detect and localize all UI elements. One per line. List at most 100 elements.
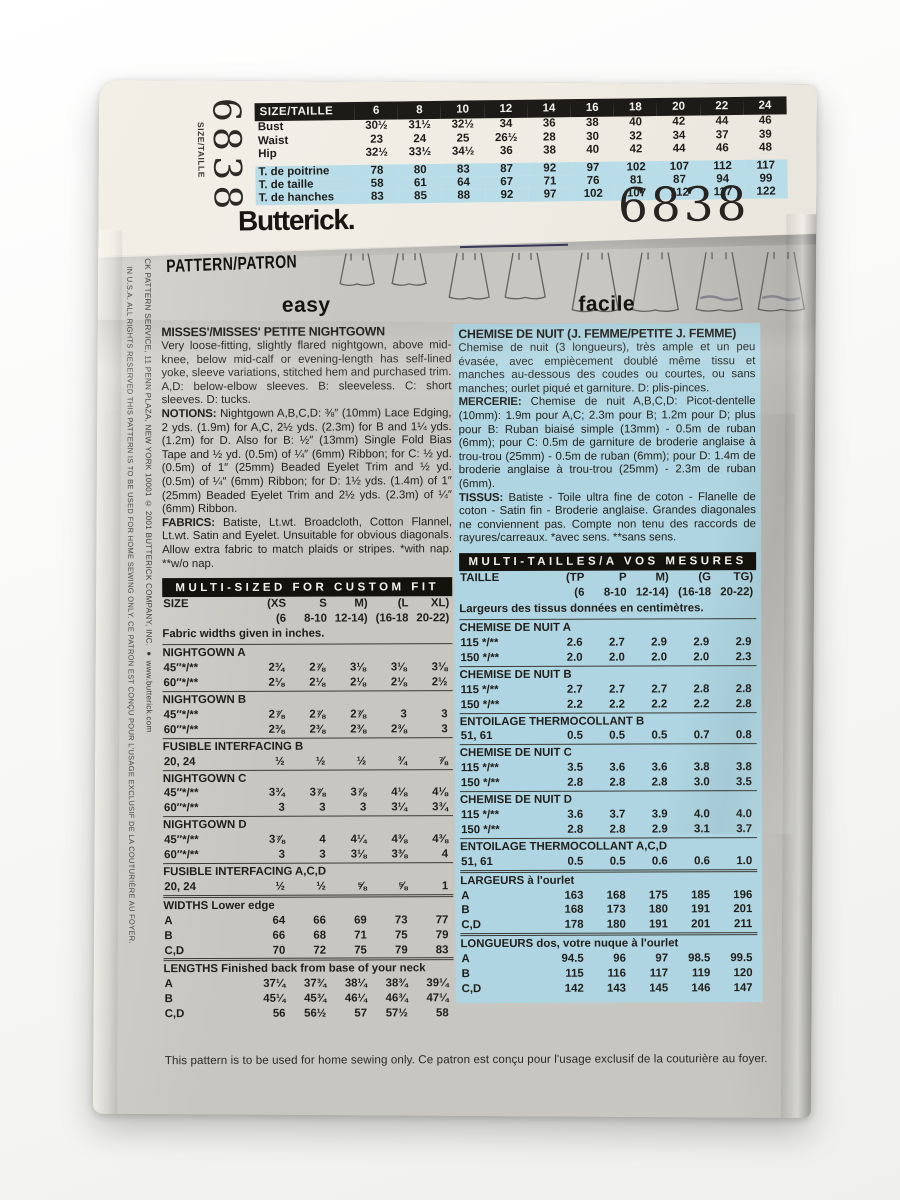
table-cell: 4⅜: [432, 833, 449, 846]
table-cell: 58: [435, 1007, 449, 1020]
table-cell: 32½: [365, 146, 389, 159]
table-cell: 75: [394, 928, 408, 941]
table-cell: 3: [319, 848, 326, 861]
table-cell: A: [164, 978, 173, 991]
table-cell: C,D: [461, 919, 482, 932]
english-fabrics: FABRICS: Batiste, Lt.wt. Broadcloth, Cot…: [162, 516, 452, 571]
paper-crease: [97, 319, 816, 415]
table-cell: 25: [456, 132, 470, 145]
table-cell: [162, 611, 248, 626]
table-cell: 117: [649, 967, 669, 980]
table-cell: SIZE: [163, 597, 189, 610]
table-cell: 6: [355, 101, 398, 119]
table-cell: 37¼: [263, 978, 286, 991]
table-cell: T. de hanches: [256, 191, 356, 205]
table-cell: 83: [356, 190, 399, 204]
table-cell: 83: [442, 163, 485, 177]
table-cell: 45″*/**: [163, 708, 199, 722]
table-cell: 79: [394, 943, 408, 956]
table-cell: 18: [614, 98, 657, 116]
table-cell: 3¾: [432, 801, 448, 814]
table-cell: 2⅜: [391, 723, 407, 736]
fabrics-lead: FABRICS:: [161, 516, 216, 529]
table-cell: 60″*/**: [164, 849, 199, 862]
table-cell: 58: [355, 177, 398, 191]
table-cell: LONGUEURS dos, votre nuque à l'ourlet: [460, 932, 758, 953]
table-cell: 8: [398, 101, 441, 119]
table-cell: 56: [272, 1007, 286, 1020]
table-cell: 178: [564, 919, 584, 932]
table-cell: 107: [658, 160, 701, 174]
table-cell: 0.6: [651, 855, 668, 868]
table-cell: 14: [527, 99, 570, 117]
table-cell: 2⅞: [350, 708, 367, 721]
table-cell: 32: [629, 129, 643, 142]
table-cell: 98.5: [688, 952, 711, 965]
table-cell: 40: [586, 143, 600, 156]
table-cell: 3⅞: [309, 787, 326, 800]
table-cell: 26½: [494, 131, 518, 144]
table-cell: 32½: [451, 118, 475, 131]
paper-crease: [532, 412, 796, 835]
table-cell: LARGEURS à l'ourlet: [460, 868, 758, 889]
table-cell: 3¼: [391, 801, 408, 814]
table-cell: 3⅞: [350, 786, 367, 799]
table-cell: 94.5: [561, 952, 584, 965]
table-cell: 10: [441, 100, 484, 118]
table-cell: 2⅞: [268, 708, 285, 721]
table-cell: FUSIBLE INTERFACING B: [162, 736, 453, 755]
table-cell: 87: [485, 163, 528, 177]
english-notions: NOTIONS: Nightgown A,B,C,D: ⅜″ (10mm) La…: [162, 407, 452, 517]
table-cell: 3: [441, 708, 448, 721]
table-cell: 45″*/**: [164, 834, 199, 847]
table-cell: 30½: [365, 119, 388, 132]
table-cell: (6: [275, 612, 287, 625]
table-cell: 0.5: [609, 855, 626, 868]
table-cell: 33½: [408, 146, 432, 159]
table-cell: 31½: [408, 119, 431, 132]
table-cell: 51, 61: [461, 855, 493, 868]
table-cell: 34: [672, 129, 686, 142]
table-cell: 3⅛: [350, 848, 367, 861]
table-cell: 3: [278, 802, 285, 815]
table-cell: 39¼: [426, 977, 449, 990]
table-cell: 34½: [451, 145, 475, 158]
table-cell: 68: [313, 929, 327, 942]
table-cell: 45¾: [304, 992, 327, 1005]
table-cell: 71: [354, 929, 367, 942]
table-cell: 102: [614, 161, 657, 175]
difficulty-easy: easy: [281, 293, 331, 317]
table-cell: 201: [733, 903, 753, 916]
table-cell: 115: [565, 967, 584, 980]
table-cell: 99.5: [730, 952, 753, 965]
table-cell: 168: [606, 889, 626, 902]
table-cell: 12: [484, 100, 527, 118]
table-cell: 115 */**: [460, 637, 499, 650]
table-cell: ½: [275, 880, 286, 893]
table-cell: 112: [701, 160, 744, 174]
table-cell: 75: [354, 943, 367, 957]
table-cell: 28: [542, 130, 556, 144]
table-cell: 145: [649, 982, 669, 995]
table-cell: 46: [715, 142, 729, 155]
table-cell: SIZE/TAILLE: [255, 102, 355, 121]
table-cell: 4⅛: [391, 786, 408, 799]
table-cell: ¾: [397, 754, 408, 768]
table-cell: Bust: [257, 120, 284, 134]
table-cell: 2¾: [268, 661, 285, 675]
butterick-logo: Butterick.: [237, 204, 355, 237]
table-cell: 45″*/**: [163, 787, 199, 800]
table-cell: NIGHTGOWN C: [162, 768, 453, 787]
table-cell: 39: [758, 128, 772, 141]
table-cell: (L: [397, 596, 409, 609]
table-cell: 97: [528, 188, 571, 202]
table-cell: 4: [319, 833, 326, 846]
table-cell: 46¼: [344, 992, 368, 1005]
table-cell: ⅝: [357, 880, 367, 893]
table-cell: [459, 586, 545, 601]
table-cell: A: [461, 953, 470, 966]
table-cell: 12-14): [334, 611, 368, 625]
table-cell: 24: [743, 96, 786, 114]
table-cell: 0.6: [694, 854, 710, 868]
table-cell: 3: [360, 801, 367, 814]
